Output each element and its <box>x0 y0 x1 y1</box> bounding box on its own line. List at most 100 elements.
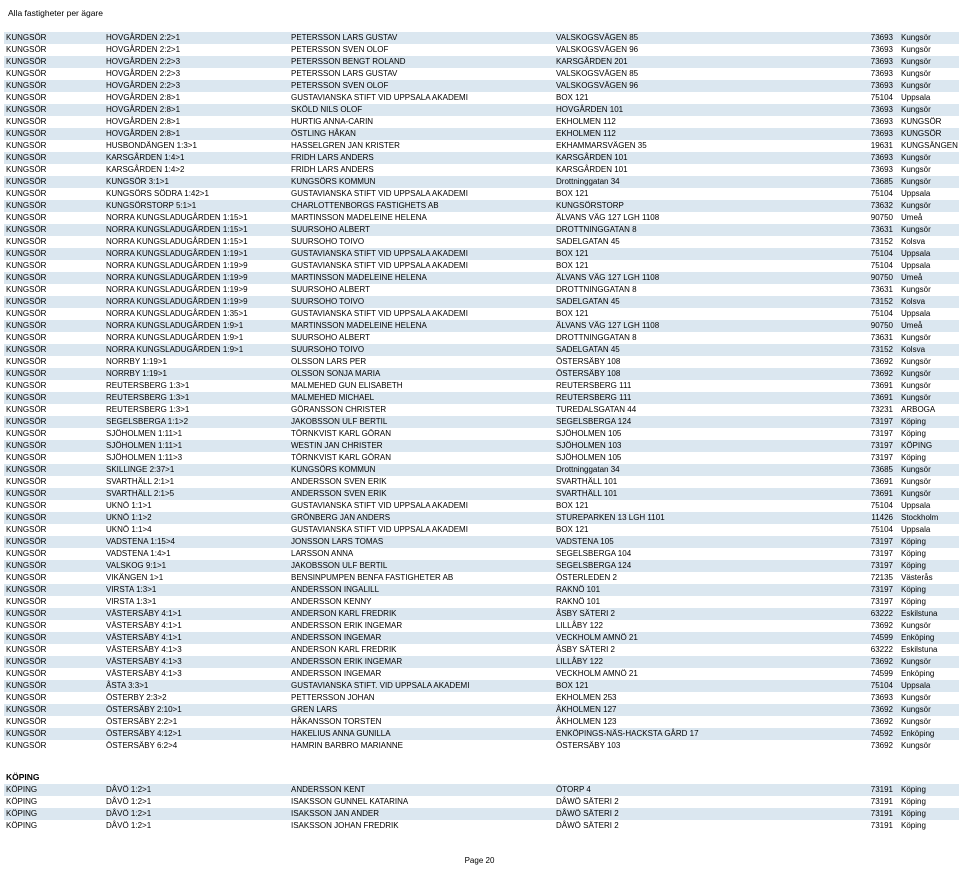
col-city: Kungsör <box>899 32 959 44</box>
col-municipality: KUNGSÖR <box>4 248 104 260</box>
table-row: KUNGSÖRVALSKOG 9:1>1JAKOBSSON ULF BERTIL… <box>4 560 959 572</box>
col-postcode: 73197 <box>844 440 899 452</box>
col-address: DROTTNINGGATAN 8 <box>554 284 844 296</box>
col-property: REUTERSBERG 1:3>1 <box>104 404 289 416</box>
col-property: VÄSTERSÄBY 4:1>3 <box>104 656 289 668</box>
col-address: VALSKOGSVÄGEN 96 <box>554 44 844 56</box>
col-municipality: KUNGSÖR <box>4 416 104 428</box>
col-postcode: 73693 <box>844 692 899 704</box>
col-address: ÅKHOLMEN 127 <box>554 704 844 716</box>
col-city: Kungsör <box>899 380 959 392</box>
col-address: BOX 121 <box>554 248 844 260</box>
col-property: VALSKOG 9:1>1 <box>104 560 289 572</box>
col-municipality: KUNGSÖR <box>4 476 104 488</box>
table-row: KUNGSÖRUKNÖ 1:1>4GUSTAVIANSKA STIFT VID … <box>4 524 959 536</box>
col-property: HOVGÅRDEN 2:2>3 <box>104 80 289 92</box>
col-city: KÖPING <box>899 440 959 452</box>
col-municipality: KUNGSÖR <box>4 296 104 308</box>
col-city: Uppsala <box>899 188 959 200</box>
table-row: KUNGSÖRNORRA KUNGSLADUGÅRDEN 1:9>1SUURSO… <box>4 332 959 344</box>
col-property: KUNGSÖRSTORP 5:1>1 <box>104 200 289 212</box>
col-owner: PETERSSON LARS GUSTAV <box>289 32 554 44</box>
col-postcode: 73692 <box>844 356 899 368</box>
col-address: KARSGÅRDEN 101 <box>554 152 844 164</box>
col-postcode: 73231 <box>844 404 899 416</box>
table-row: KÖPINGDÅVÖ 1:2>1ANDERSSON KENTÖTORP 4731… <box>4 784 959 796</box>
col-postcode: 73197 <box>844 452 899 464</box>
col-city: Kungsör <box>899 656 959 668</box>
col-city: Västerås <box>899 572 959 584</box>
col-city: Kungsör <box>899 356 959 368</box>
col-property: VÄSTERSÄBY 4:1>3 <box>104 668 289 680</box>
col-property: VIKÄNGEN 1>1 <box>104 572 289 584</box>
table-row: KÖPINGDÅVÖ 1:2>1ISAKSSON GUNNEL KATARINA… <box>4 796 959 808</box>
col-address: Drottninggatan 34 <box>554 176 844 188</box>
col-owner: ANDERSSON KENNY <box>289 596 554 608</box>
col-owner: ANDERSSON ERIK INGEMAR <box>289 620 554 632</box>
table-row: KUNGSÖRNORRBY 1:19>1OLSSON SONJA MARIAÖS… <box>4 368 959 380</box>
table-row: KUNGSÖRNORRA KUNGSLADUGÅRDEN 1:19>9SUURS… <box>4 284 959 296</box>
col-city: Umeå <box>899 212 959 224</box>
col-postcode: 75104 <box>844 524 899 536</box>
col-postcode: 73692 <box>844 716 899 728</box>
col-address: SEGELSBERGA 104 <box>554 548 844 560</box>
col-municipality: KUNGSÖR <box>4 380 104 392</box>
col-municipality: KUNGSÖR <box>4 692 104 704</box>
col-address: LILLÅBY 122 <box>554 656 844 668</box>
table-row: KUNGSÖRÖSTERSÄBY 2:2>1HÅKANSSON TORSTENÅ… <box>4 716 959 728</box>
col-owner: JAKOBSSON ULF BERTIL <box>289 416 554 428</box>
table-row: KUNGSÖRREUTERSBERG 1:3>1MALMEHED GUN ELI… <box>4 380 959 392</box>
col-owner: GREN LARS <box>289 704 554 716</box>
col-property: VÄSTERSÄBY 4:1>3 <box>104 644 289 656</box>
col-owner: OLSSON LARS PER <box>289 356 554 368</box>
col-postcode: 73632 <box>844 200 899 212</box>
col-city: Umeå <box>899 272 959 284</box>
col-postcode: 73152 <box>844 236 899 248</box>
col-property: NORRA KUNGSLADUGÅRDEN 1:15>1 <box>104 224 289 236</box>
col-address: ÅSBY SÄTERI 2 <box>554 644 844 656</box>
col-municipality: KUNGSÖR <box>4 212 104 224</box>
col-postcode: 73191 <box>844 796 899 808</box>
col-city: Uppsala <box>899 248 959 260</box>
col-city: Kungsör <box>899 740 959 752</box>
col-property: HOVGÅRDEN 2:2>3 <box>104 68 289 80</box>
col-address: KUNGSÖRSTORP <box>554 200 844 212</box>
col-municipality: KUNGSÖR <box>4 404 104 416</box>
col-municipality: KUNGSÖR <box>4 596 104 608</box>
col-address: DÅWÖ SÄTERI 2 <box>554 820 844 832</box>
col-owner: HASSELGREN JAN KRISTER <box>289 140 554 152</box>
col-municipality: KUNGSÖR <box>4 44 104 56</box>
col-municipality: KUNGSÖR <box>4 584 104 596</box>
col-municipality: KÖPING <box>4 796 104 808</box>
col-owner: KUNGSÖRS KOMMUN <box>289 464 554 476</box>
col-property: DÅVÖ 1:2>1 <box>104 784 289 796</box>
col-postcode: 74599 <box>844 668 899 680</box>
col-property: VÄSTERSÄBY 4:1>1 <box>104 608 289 620</box>
col-postcode: 73693 <box>844 164 899 176</box>
col-postcode: 73197 <box>844 416 899 428</box>
col-postcode: 73197 <box>844 560 899 572</box>
col-city: Köping <box>899 560 959 572</box>
col-city: Köping <box>899 796 959 808</box>
col-municipality: KUNGSÖR <box>4 620 104 632</box>
table-row: KUNGSÖRUKNÖ 1:1>1GUSTAVIANSKA STIFT VID … <box>4 500 959 512</box>
col-property: NORRA KUNGSLADUGÅRDEN 1:9>1 <box>104 344 289 356</box>
col-address: SADELGATAN 45 <box>554 344 844 356</box>
table-row: KUNGSÖRHOVGÅRDEN 2:2>1PETERSSON SVEN OLO… <box>4 44 959 56</box>
col-address: ÄLVANS VÄG 127 LGH 1108 <box>554 272 844 284</box>
col-owner: ANDERSSON SVEN ERIK <box>289 488 554 500</box>
col-owner: SUURSOHO ALBERT <box>289 332 554 344</box>
col-address: ÖTORP 4 <box>554 784 844 796</box>
col-address: SEGELSBERGA 124 <box>554 416 844 428</box>
property-table: KUNGSÖRHOVGÅRDEN 2:2>1PETERSSON LARS GUS… <box>4 32 959 832</box>
col-address: ÖSTERSÄBY 108 <box>554 356 844 368</box>
col-postcode: 73152 <box>844 344 899 356</box>
col-city: Uppsala <box>899 260 959 272</box>
col-address: ÅSBY SÄTERI 2 <box>554 608 844 620</box>
col-address: VECKHOLM AMNÖ 21 <box>554 632 844 644</box>
col-city: KUNGSÖR <box>899 116 959 128</box>
table-row: KUNGSÖRNORRA KUNGSLADUGÅRDEN 1:9>1MARTIN… <box>4 320 959 332</box>
col-address: RAKNÖ 101 <box>554 596 844 608</box>
col-address: DROTTNINGGATAN 8 <box>554 332 844 344</box>
col-address: HOVGÅRDEN 101 <box>554 104 844 116</box>
